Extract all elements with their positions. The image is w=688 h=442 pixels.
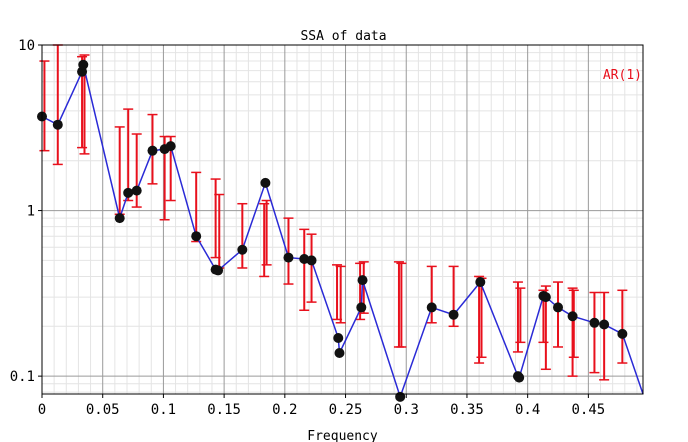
data-point xyxy=(147,145,158,156)
x-tick-label: 0.25 xyxy=(329,402,363,418)
x-axis-ticks: 0 0.05 0.1 0.15 0.2 0.25 0.3 0.35 0.4 0.45 xyxy=(38,394,605,418)
data-point xyxy=(283,252,294,263)
error-bar xyxy=(283,217,294,285)
data-point xyxy=(395,391,406,402)
x-tick-label: 0.2 xyxy=(272,402,297,418)
error-bar xyxy=(335,265,346,324)
error-bar xyxy=(396,262,407,348)
data-point xyxy=(306,255,317,266)
error-bar xyxy=(299,228,310,311)
x-tick-label: 0.4 xyxy=(515,402,540,418)
error-bar xyxy=(306,233,317,303)
error-bar xyxy=(426,265,437,324)
error-bar xyxy=(553,281,564,348)
error-bar xyxy=(589,291,600,374)
error-bar xyxy=(39,60,50,152)
error-bar xyxy=(474,275,485,364)
x-axis-label: Frequency xyxy=(307,429,378,442)
error-bar xyxy=(617,289,628,364)
x-tick-label: 0.1 xyxy=(151,402,176,418)
error-bar xyxy=(237,202,248,269)
data-point xyxy=(114,213,125,224)
error-bar xyxy=(568,289,579,359)
data-point xyxy=(475,277,486,288)
plot-frame xyxy=(41,44,644,395)
data-point xyxy=(567,311,578,322)
x-tick-label: 0 xyxy=(38,402,46,418)
x-tick-label: 0.3 xyxy=(394,402,419,418)
data-point xyxy=(333,332,344,343)
y-tick-label: 0.1 xyxy=(10,369,35,385)
data-point xyxy=(514,372,525,383)
data-point xyxy=(589,317,600,328)
y-axis-ticks: 10 1 0.1 xyxy=(10,38,42,385)
y-tick-label: 1 xyxy=(27,204,35,220)
ssa-data-points xyxy=(37,59,628,402)
data-point xyxy=(617,328,628,339)
plot-background xyxy=(42,45,643,394)
error-bar xyxy=(512,281,523,353)
data-point xyxy=(334,347,345,358)
data-point xyxy=(52,119,63,130)
data-point xyxy=(237,244,248,255)
x-tick-label: 0.35 xyxy=(450,402,484,418)
data-point xyxy=(426,302,437,313)
error-bar xyxy=(515,287,526,344)
y-tick-label: 10 xyxy=(18,38,35,54)
legend-ar1: AR(1) xyxy=(603,68,642,83)
data-point xyxy=(165,141,176,152)
x-tick-label: 0.45 xyxy=(572,402,606,418)
data-point xyxy=(356,302,367,313)
error-bar xyxy=(599,291,610,381)
error-bar xyxy=(567,287,578,377)
data-point xyxy=(357,275,368,286)
data-point xyxy=(448,309,459,320)
data-point xyxy=(123,187,134,198)
x-tick-label: 0.05 xyxy=(86,402,120,418)
data-point xyxy=(213,265,224,276)
data-point xyxy=(599,319,610,330)
data-point xyxy=(540,292,551,303)
chart-title: SSA of data xyxy=(300,29,386,44)
data-point xyxy=(131,185,142,196)
data-point xyxy=(553,302,564,313)
data-point xyxy=(191,231,202,242)
data-point xyxy=(260,177,271,188)
data-point xyxy=(78,59,89,70)
error-bar xyxy=(261,199,272,266)
x-tick-label: 0.15 xyxy=(207,402,241,418)
